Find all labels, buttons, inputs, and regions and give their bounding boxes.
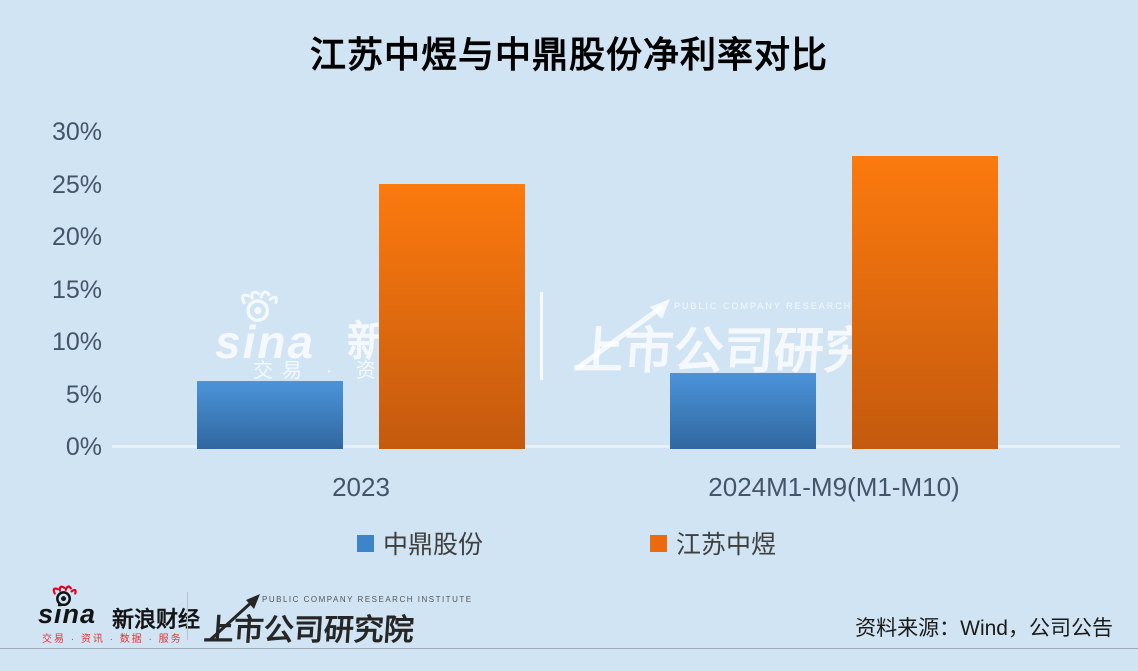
y-axis-tick-label: 10% bbox=[51, 328, 102, 356]
x-axis-baseline bbox=[112, 445, 1120, 448]
y-axis-tick-label: 30% bbox=[51, 118, 102, 146]
bar-中鼎股份-2024M1-M9(M1-M10) bbox=[670, 373, 816, 449]
x-axis-category-label: 2024M1-M9(M1-M10) bbox=[708, 472, 960, 502]
legend-item-jiangsu-zhongyu: 江苏中煜 bbox=[650, 525, 776, 561]
bar-中鼎股份-2023 bbox=[197, 381, 343, 449]
sina-finance-name: 新浪财经 bbox=[112, 607, 201, 632]
bar-江苏中煜-2023 bbox=[379, 184, 525, 449]
bar-江苏中煜-2024M1-M9(M1-M10) bbox=[852, 156, 998, 449]
watermark-divider bbox=[540, 292, 543, 380]
sina-eye-icon bbox=[241, 290, 278, 322]
y-axis-tick-label: 15% bbox=[51, 275, 102, 304]
pcri-logo: PUBLIC COMPANY RESEARCH INSTITUTE 上市公司研究… bbox=[200, 588, 471, 647]
y-axis-tick-label: 25% bbox=[51, 170, 102, 199]
data-source-note: 资料来源：Wind，公司公告 bbox=[855, 617, 1113, 640]
watermark-sina-wordmark: sina bbox=[215, 316, 316, 368]
watermark-arrow-icon bbox=[574, 299, 670, 372]
sina-eye-icon bbox=[52, 585, 77, 606]
pcri-english-name: PUBLIC COMPANY RESEARCH INSTITUTE bbox=[262, 595, 473, 604]
sina-wordmark: sina bbox=[38, 599, 97, 629]
watermark-pcri-english: PUBLIC COMPANY RESEARCH INSTITUTE bbox=[674, 301, 922, 311]
legend-label-jiangsu-zhongyu: 江苏中煜 bbox=[676, 532, 777, 559]
watermark-sina-subtext: 交易 · 资讯 bbox=[253, 360, 414, 382]
y-axis-tick-label: 5% bbox=[65, 380, 102, 409]
pcri-arrow-icon bbox=[208, 594, 260, 642]
footer-logo-divider bbox=[187, 592, 188, 640]
legend-item-zhongding: 中鼎股份 bbox=[357, 525, 483, 561]
sina-services-tagline: 交易 · 资讯 · 数据 · 服务 bbox=[42, 634, 183, 645]
y-axis-tick-label: 0% bbox=[65, 433, 102, 461]
x-axis-category-label: 2023 bbox=[332, 472, 390, 502]
chart-title: 江苏中煜与中鼎股份净利率对比 bbox=[309, 34, 828, 75]
sina-finance-logo: sina 新浪财经 交易 · 资讯 · 数据 · 服务 bbox=[38, 585, 200, 645]
pcri-watermark: PUBLIC COMPANY RESEARCH INSTITUTE 上市公司研究… bbox=[562, 293, 982, 388]
legend-swatch-zhongding bbox=[357, 534, 374, 552]
footer-divider-line bbox=[0, 648, 1138, 649]
legend-label-zhongding: 中鼎股份 bbox=[383, 532, 484, 559]
legend-swatch-jiangsu-zhongyu bbox=[650, 534, 667, 552]
y-axis-tick-label: 20% bbox=[51, 223, 102, 251]
